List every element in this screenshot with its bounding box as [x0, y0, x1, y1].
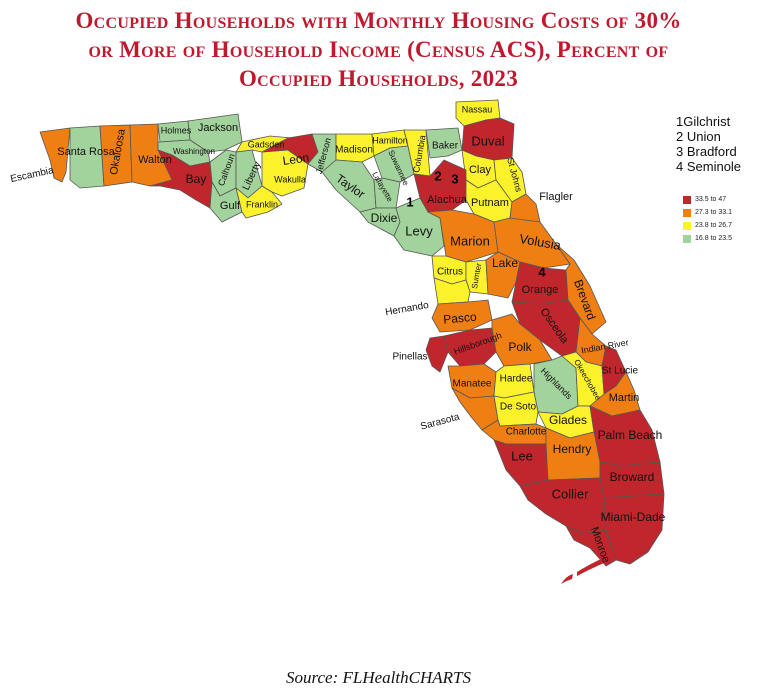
legend-swatch: [683, 234, 691, 243]
map-keys: [561, 528, 649, 584]
county-label-marion: Marion: [450, 233, 490, 248]
county-label-hernando: Hernando: [384, 300, 430, 319]
county-label-gulf: Gulf: [220, 200, 241, 212]
legend-label: 27.3 to 33.1: [695, 209, 732, 216]
county-label-collier: Collier: [552, 486, 590, 501]
legend-label: 16.8 to 23.5: [695, 235, 732, 242]
county-label-miami-dade: Miami-Dade: [601, 510, 666, 524]
county-label-nassau: Nassau: [462, 104, 493, 114]
county-santa-rosa: [69, 125, 105, 189]
county-label-gadsden: Gadsden: [248, 139, 285, 149]
legend-row: 16.8 to 23.5: [683, 232, 732, 245]
county-label-flagler: Flagler: [539, 191, 573, 203]
legend-label: 23.8 to 26.7: [695, 222, 732, 229]
map-number-label: 4: [538, 264, 546, 279]
key-note: 1Gilchrist: [676, 114, 731, 129]
county-bay: [149, 149, 213, 209]
county-label-hendry: Hendry: [553, 442, 592, 456]
county-label-bay: Bay: [186, 172, 207, 186]
county-label-alachua: Alachua: [427, 194, 468, 206]
source-note: Source: FLHealthCHARTS: [286, 668, 471, 687]
county-label-manatee: Manatee: [453, 379, 492, 390]
color-legend: 33.5 to 47 27.3 to 33.1 23.8 to 26.7 16.…: [683, 193, 732, 245]
key-note: 2 Union: [676, 129, 721, 144]
county-label-citrus: Citrus: [437, 267, 463, 278]
county-pasco: [431, 299, 493, 333]
county-polk: [491, 313, 553, 367]
key-notes: 1Gilchrist 2 Union 3 Bradford 4 Seminole: [676, 114, 741, 174]
county-sumter: [465, 259, 489, 295]
county-label-lee: Lee: [511, 448, 533, 463]
legend-swatch: [683, 221, 691, 230]
county-label-polk: Polk: [508, 340, 532, 354]
key-note: 4 Seminole: [676, 159, 742, 174]
map-number-label: 3: [451, 171, 458, 186]
map-title: Occupied Households with Monthly Housing…: [0, 6, 757, 93]
county-label-putnam: Putnam: [471, 197, 509, 209]
legend-swatch: [683, 195, 691, 204]
county-label-martin: Martin: [609, 392, 640, 404]
county-label-lake: Lake: [492, 256, 518, 270]
county-label-charlotte: Charlotte: [506, 427, 547, 438]
title-line-3: Occupied Households, 2023: [238, 66, 518, 91]
county-label-washington: Washington: [173, 147, 215, 156]
keys-shape: [633, 528, 649, 544]
keys-shape: [608, 542, 631, 560]
county-label-broward: Broward: [610, 470, 655, 484]
county-madison: [335, 133, 375, 163]
county-label-hardee: Hardee: [500, 374, 533, 385]
legend-row: 27.3 to 33.1: [683, 206, 732, 219]
county-label-pasco: Pasco: [443, 310, 478, 327]
legend-row: 33.5 to 47: [683, 193, 732, 206]
county-label-orange: Orange: [522, 284, 559, 296]
county-label-franklin: Franklin: [246, 199, 278, 209]
county-label-jackson: Jackson: [198, 122, 238, 134]
map-number-label: 2: [434, 168, 441, 183]
legend-swatch: [683, 208, 691, 217]
county-label-palm-beach: Palm Beach: [598, 428, 663, 442]
keys-shape: [577, 558, 604, 576]
county-label-walton: Walton: [138, 154, 172, 166]
county-label-volusia: Volusia: [518, 231, 563, 253]
county-label-escambia: Escambia: [9, 165, 55, 185]
county-label-sarasota: Sarasota: [419, 412, 461, 433]
county-pinellas: [425, 335, 449, 373]
title-line-2: or More of Household Income (Census ACS)…: [88, 37, 669, 62]
legend-row: 23.8 to 26.7: [683, 219, 732, 232]
county-label-clay: Clay: [469, 164, 492, 176]
county-lafayette: [373, 177, 401, 209]
county-label-santa-rosa: Santa Rosa: [57, 146, 115, 158]
county-label-sumter: Sumter: [470, 262, 483, 289]
county-label-leon: Leon: [282, 150, 310, 168]
title-line-1: Occupied Households with Monthly Housing…: [75, 8, 682, 33]
county-label-st-lucie: St Lucie: [602, 366, 639, 377]
county-baker: [425, 127, 463, 159]
county-franklin: [235, 185, 283, 219]
key-note: 3 Bradford: [676, 144, 737, 159]
county-label-wakulla: Wakulla: [274, 174, 306, 184]
county-label-pinellas: Pinellas: [392, 352, 427, 363]
county-label-madison: Madison: [335, 145, 373, 156]
county-label-baker: Baker: [432, 141, 459, 152]
county-monroe: [565, 525, 617, 567]
county-label-holmes: Holmes: [161, 125, 192, 135]
county-label-dixie: Dixie: [371, 211, 398, 225]
county-label-glades: Glades: [549, 413, 587, 427]
county-label-hamilton: Hamilton: [372, 135, 408, 145]
county-hillsborough: [443, 327, 497, 367]
keys-shape: [561, 574, 573, 584]
legend-label: 33.5 to 47: [695, 196, 727, 203]
county-label-de-soto: De Soto: [500, 402, 537, 413]
county-label-levy: Levy: [405, 223, 433, 238]
map-number-label: 1: [406, 194, 413, 209]
county-label-duval: Duval: [471, 133, 504, 148]
